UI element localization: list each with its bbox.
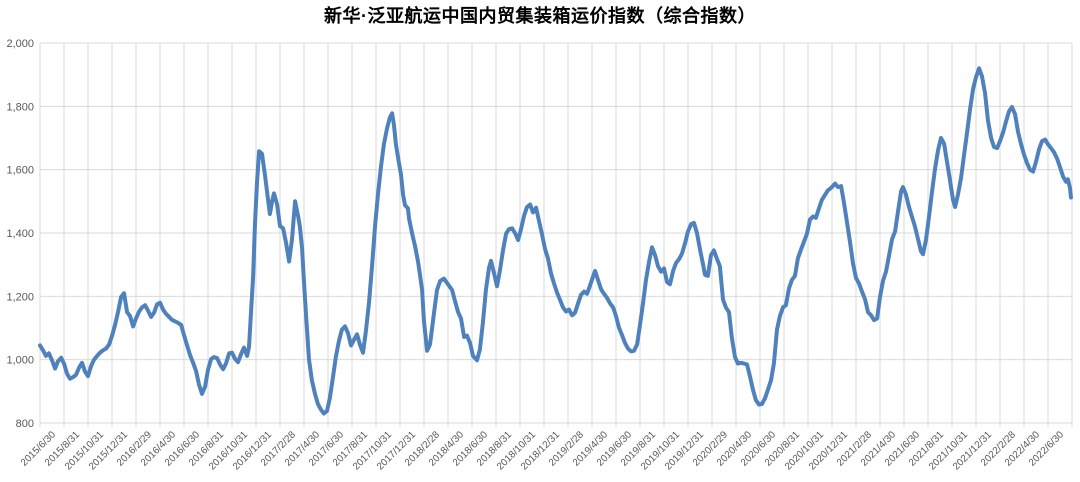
y-axis-tick-label: 2,000 (6, 38, 34, 50)
y-axis-tick-label: 800 (16, 418, 34, 430)
y-axis-tick-label: 1,200 (6, 291, 34, 303)
y-axis-tick-label: 1,000 (6, 355, 34, 367)
y-axis-tick-label: 1,800 (6, 101, 34, 113)
y-axis-tick-label: 1,600 (6, 165, 34, 177)
series-line-综合指数 (38, 66, 1073, 416)
y-axis-tick-label: 1,400 (6, 228, 34, 240)
chart-title: 新华·泛亚航运中国内贸集装箱运价指数（综合指数） (324, 6, 756, 26)
